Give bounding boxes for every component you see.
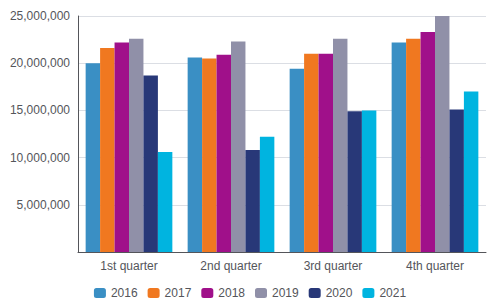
svg-text:25,000,000: 25,000,000 xyxy=(10,9,70,23)
svg-text:5,000,000: 5,000,000 xyxy=(17,198,71,212)
svg-text:3rd quarter: 3rd quarter xyxy=(304,259,363,273)
svg-text:4th quarter: 4th quarter xyxy=(406,259,464,273)
svg-text:2021: 2021 xyxy=(379,286,406,300)
svg-text:10,000,000: 10,000,000 xyxy=(10,151,70,165)
svg-text:2020: 2020 xyxy=(326,286,353,300)
svg-text:2019: 2019 xyxy=(272,286,299,300)
svg-text:2nd quarter: 2nd quarter xyxy=(200,259,261,273)
svg-text:2017: 2017 xyxy=(165,286,192,300)
svg-text:15,000,000: 15,000,000 xyxy=(10,103,70,117)
svg-text:20,000,000: 20,000,000 xyxy=(10,56,70,70)
svg-text:2018: 2018 xyxy=(218,286,245,300)
svg-text:1st quarter: 1st quarter xyxy=(100,259,157,273)
svg-text:2016: 2016 xyxy=(111,286,138,300)
